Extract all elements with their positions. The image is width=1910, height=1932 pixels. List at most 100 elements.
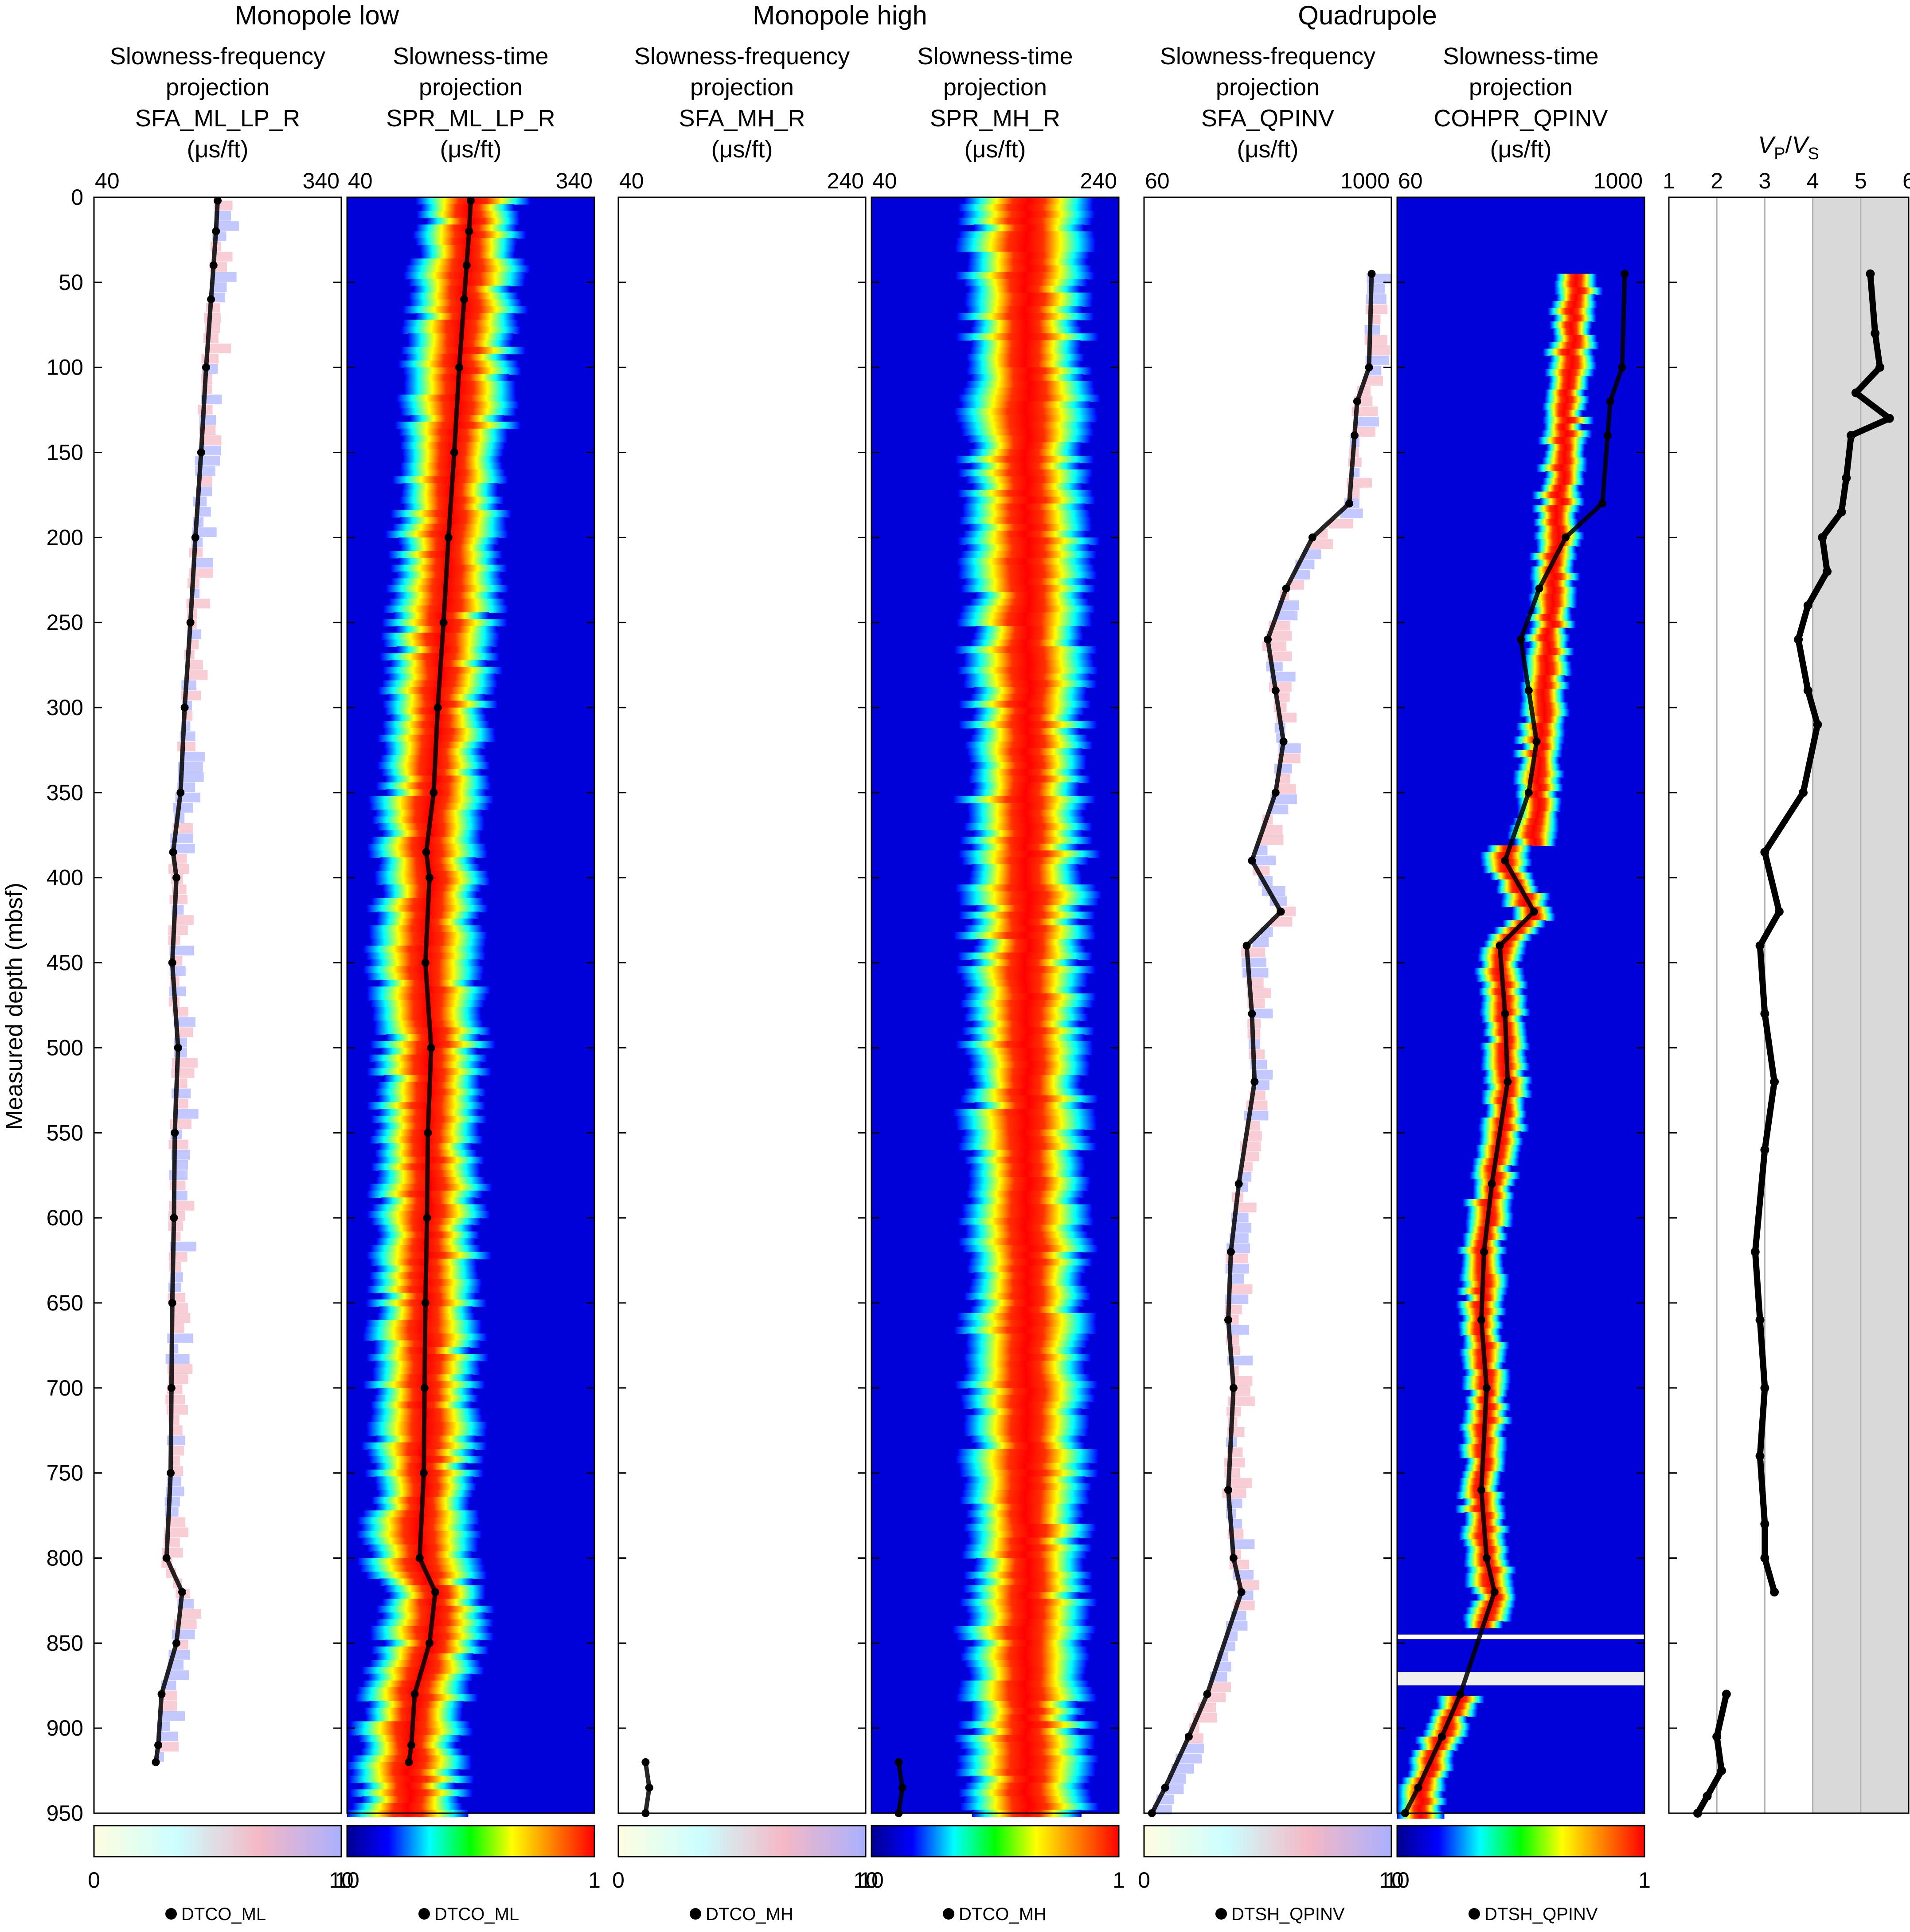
curve-point [426, 873, 434, 882]
band-slice [953, 796, 1095, 804]
band-slice [961, 1095, 1098, 1103]
track-title-line: projection [943, 74, 1047, 101]
band-slice [959, 721, 1097, 729]
band-slice [974, 782, 1079, 790]
band-slice [970, 462, 1080, 470]
sfa-slice [191, 558, 213, 568]
band-slice [970, 1197, 1080, 1205]
sfa-slice [214, 221, 239, 231]
curve-point [426, 1639, 434, 1647]
depth-tick-label: 850 [47, 1631, 83, 1655]
sfa-slice [173, 1109, 199, 1119]
curve-point [1712, 1732, 1722, 1741]
sfa-slice [1252, 937, 1269, 947]
band-slice [1466, 1458, 1506, 1465]
gap-line [1397, 1635, 1644, 1639]
band-slice [426, 218, 519, 225]
band-slice [974, 1564, 1084, 1572]
band-slice [972, 864, 1079, 872]
track-spr-ml: Slowness-time projection SPR_ML_LP_R (μs/ft… [335, 43, 601, 1924]
band-slice [959, 231, 1094, 239]
curve-point [1603, 431, 1612, 440]
band-slice [1554, 281, 1597, 288]
band-slice [1529, 641, 1568, 649]
band-slice [1466, 1403, 1511, 1411]
band-slice [1533, 532, 1585, 540]
band-slice [1507, 832, 1558, 839]
curve-point [1760, 1383, 1769, 1392]
curve-point [1618, 363, 1626, 372]
sfa-slice [1230, 1376, 1253, 1386]
band-slice [971, 1714, 1078, 1722]
curve-point [1794, 635, 1803, 644]
band-slice [973, 830, 1083, 837]
band-slice [1543, 348, 1594, 356]
curve-point [1308, 533, 1316, 542]
band-slice [367, 1544, 478, 1552]
curve-point [439, 618, 448, 627]
band-slice [372, 1204, 487, 1212]
band-slice [965, 497, 1095, 504]
curve-point [1760, 1145, 1769, 1154]
curve-point [1885, 414, 1894, 423]
band-slice [968, 524, 1092, 532]
track-title-line: SPR_ML_LP_R [386, 105, 555, 132]
curve-point [1837, 507, 1846, 516]
curve-point [1161, 1783, 1169, 1792]
band-slice [969, 251, 1089, 259]
band-slice [964, 1796, 1092, 1804]
curve-point [407, 1741, 416, 1749]
band-slice [1517, 811, 1558, 819]
curve-point [1365, 363, 1373, 372]
curve-point [1282, 584, 1290, 593]
curve-point [202, 363, 210, 372]
band-slice [352, 1769, 461, 1776]
band-slice [957, 619, 1092, 627]
sfa-slice [185, 670, 208, 680]
sfa-slice [1252, 1070, 1273, 1080]
track-title-line: (μs/ft) [187, 136, 248, 163]
curve-point [1488, 1180, 1496, 1188]
track-title-line: (μs/ft) [440, 136, 501, 163]
band-slice [964, 680, 1096, 688]
curve-point [167, 1384, 176, 1392]
curve-point [1760, 848, 1769, 857]
band-slice [967, 435, 1090, 443]
sfa-slice [169, 895, 188, 905]
x-min-label: 40 [619, 168, 644, 193]
band-slice [369, 1184, 492, 1191]
curve-point [450, 448, 458, 457]
band-slice [1528, 627, 1567, 635]
curve-point [1621, 270, 1629, 278]
band-slice [967, 306, 1082, 314]
x-max-label: 240 [827, 168, 864, 193]
curve-point [1271, 686, 1280, 695]
curve-point [1345, 499, 1354, 508]
band-slice [957, 1694, 1096, 1701]
sfa-slice [168, 986, 186, 997]
curve-point [422, 848, 430, 856]
band-slice [973, 1408, 1082, 1416]
sfa-slice [204, 313, 221, 323]
depth-tick-label: 350 [47, 780, 83, 805]
track-title-line: projection [1469, 74, 1573, 101]
band-slice [957, 1633, 1092, 1640]
depth-tick-label: 0 [71, 185, 83, 210]
curve-point [1803, 686, 1812, 695]
band-slice [964, 1013, 1088, 1021]
track-title-line: Slowness-time [1443, 43, 1598, 70]
band-slice [969, 775, 1090, 783]
band-slice [1463, 1240, 1502, 1248]
band-slice [1474, 968, 1524, 975]
band-slice [971, 918, 1079, 926]
band-slice [421, 204, 514, 211]
curve-point [1750, 1247, 1760, 1256]
band-slice [957, 558, 1091, 565]
curve-point [209, 261, 218, 270]
sfa-slice [177, 741, 195, 751]
band-slice [1545, 389, 1585, 397]
band-slice [966, 1231, 1088, 1239]
band-slice [1523, 655, 1569, 662]
depth-tick-label: 300 [47, 695, 83, 720]
